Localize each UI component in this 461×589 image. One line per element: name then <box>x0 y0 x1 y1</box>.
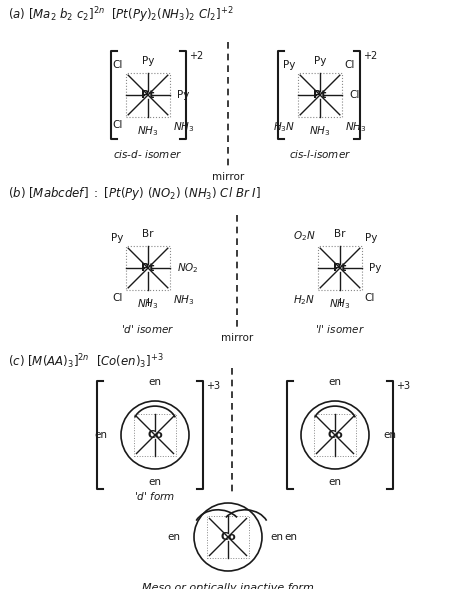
Text: Py: Py <box>283 60 295 70</box>
Text: $NH_3$: $NH_3$ <box>173 293 195 307</box>
Text: Cl: Cl <box>345 60 355 70</box>
Text: Br: Br <box>142 229 154 239</box>
Text: $NH_3$: $NH_3$ <box>137 297 159 311</box>
Text: $NH_3$: $NH_3$ <box>329 297 351 311</box>
Text: Py: Py <box>365 233 377 243</box>
Text: Cl: Cl <box>113 293 123 303</box>
Text: I: I <box>147 298 149 308</box>
Text: $NH_3$: $NH_3$ <box>137 124 159 138</box>
Text: $(a)$ $[Ma_2\ b_2\ c_2]^{2n}$  $[Pt(Py)_2(NH_3)_2\ Cl_2]^{+2}$: $(a)$ $[Ma_2\ b_2\ c_2]^{2n}$ $[Pt(Py)_2… <box>8 5 233 25</box>
Text: Pt: Pt <box>313 90 327 100</box>
Text: +2: +2 <box>363 51 377 61</box>
Text: Cl: Cl <box>365 293 375 303</box>
Text: Co: Co <box>147 430 163 440</box>
Text: Py: Py <box>177 90 189 100</box>
Text: $(c)$ $[M(AA)_3]^{2n}$  $[Co(en)_3]^{+3}$: $(c)$ $[M(AA)_3]^{2n}$ $[Co(en)_3]^{+3}$ <box>8 352 164 370</box>
Text: $NH_3$: $NH_3$ <box>345 120 366 134</box>
Text: +3: +3 <box>206 381 220 391</box>
Text: Py: Py <box>369 263 381 273</box>
Text: Py: Py <box>142 56 154 66</box>
Text: +2: +2 <box>189 51 203 61</box>
Text: en: en <box>383 430 396 440</box>
Text: Co: Co <box>327 430 343 440</box>
Text: '$d$' form: '$d$' form <box>134 490 176 502</box>
Text: Cl: Cl <box>113 120 123 130</box>
Text: en: en <box>148 377 161 387</box>
Text: $NH_3$: $NH_3$ <box>173 120 195 134</box>
Text: Cl: Cl <box>349 90 360 100</box>
Text: en: en <box>329 477 342 487</box>
Text: cis-$l$-isomer: cis-$l$-isomer <box>289 148 351 160</box>
Text: $NH_3$: $NH_3$ <box>309 124 331 138</box>
Text: +3: +3 <box>396 381 410 391</box>
Text: en: en <box>270 532 283 542</box>
Text: $(b)$ $[Mabcdef]\ :\ [Pt(Py)\ (NO_2)\ (NH_3)\ Cl\ Br\ I]$: $(b)$ $[Mabcdef]\ :\ [Pt(Py)\ (NO_2)\ (N… <box>8 185 261 202</box>
Text: Co: Co <box>220 532 236 542</box>
Text: en: en <box>167 532 180 542</box>
Text: Br: Br <box>334 229 346 239</box>
Text: Meso or optically inactive form: Meso or optically inactive form <box>142 583 314 589</box>
Text: Py: Py <box>314 56 326 66</box>
Text: Py: Py <box>111 233 123 243</box>
Text: en: en <box>284 532 297 542</box>
Text: mirror: mirror <box>221 333 253 343</box>
Text: $NO_2$: $NO_2$ <box>177 261 199 275</box>
Text: Pt: Pt <box>142 90 155 100</box>
Text: Pt: Pt <box>333 263 347 273</box>
Text: en: en <box>94 430 107 440</box>
Text: en: en <box>148 477 161 487</box>
Text: $O_2N$: $O_2N$ <box>293 229 315 243</box>
Text: $H_3N$: $H_3N$ <box>273 120 295 134</box>
Text: cis-$d$- isomer: cis-$d$- isomer <box>113 148 183 160</box>
Text: Pt: Pt <box>142 263 155 273</box>
Text: Cl: Cl <box>113 60 123 70</box>
Text: mirror: mirror <box>212 172 244 182</box>
Text: en: en <box>329 377 342 387</box>
Text: I: I <box>338 298 342 308</box>
Text: '$d$' isomer: '$d$' isomer <box>121 323 175 335</box>
Text: '$l$' isomer: '$l$' isomer <box>315 323 365 335</box>
Text: $H_2N$: $H_2N$ <box>293 293 315 307</box>
